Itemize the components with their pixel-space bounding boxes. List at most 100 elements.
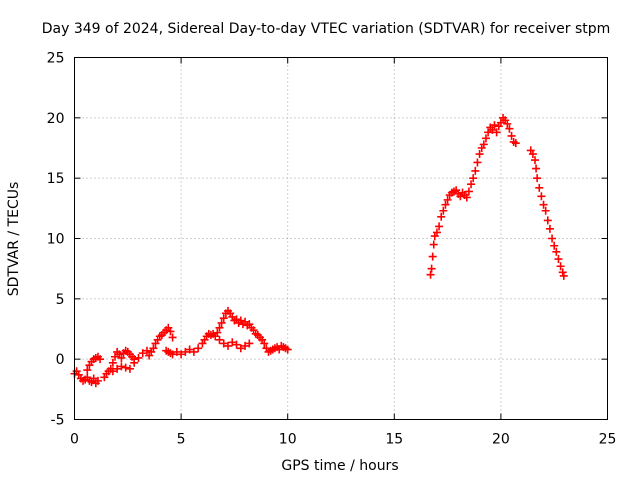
data-point	[215, 323, 224, 332]
x-tick-label: 0	[70, 432, 79, 448]
data-point	[217, 318, 226, 327]
data-point	[117, 362, 126, 371]
x-tick-label: 10	[279, 432, 297, 448]
y-tick-label: 25	[47, 51, 65, 67]
data-point	[439, 206, 448, 215]
data-point	[496, 118, 505, 127]
data-point	[441, 200, 450, 209]
data-point	[185, 345, 194, 354]
data-point	[93, 376, 102, 385]
data-points	[70, 113, 568, 388]
data-point	[558, 268, 567, 277]
data-point	[121, 363, 130, 372]
data-point	[481, 134, 490, 143]
data-point	[89, 374, 98, 383]
data-point	[130, 355, 139, 364]
data-point	[111, 352, 120, 361]
data-point	[552, 247, 561, 256]
x-axis-title: GPS time / hours	[281, 458, 398, 474]
data-point	[134, 353, 143, 362]
data-point	[548, 234, 557, 243]
y-tick-label: -5	[51, 413, 65, 429]
data-point	[138, 349, 147, 358]
data-point	[168, 333, 177, 342]
data-point	[479, 140, 488, 149]
data-point	[429, 240, 438, 249]
data-point	[228, 338, 237, 347]
y-tick-label: 5	[56, 292, 65, 308]
data-point	[469, 174, 478, 183]
data-point	[464, 187, 473, 196]
data-point	[528, 150, 537, 159]
data-point	[503, 119, 512, 128]
data-point	[232, 340, 241, 349]
y-axis-title: SDTVAR / TECUs	[6, 182, 22, 297]
data-point	[426, 270, 435, 279]
data-point	[283, 345, 292, 354]
data-point	[125, 364, 134, 373]
chart-title: Day 349 of 2024, Sidereal Day-to-day VTE…	[42, 21, 611, 37]
data-point	[539, 200, 548, 209]
data-point	[543, 216, 552, 225]
data-point	[511, 139, 520, 148]
y-tick-label: 0	[56, 352, 65, 368]
x-tick-label: 20	[492, 432, 510, 448]
x-tick-label: 15	[385, 432, 403, 448]
data-point	[108, 358, 117, 367]
data-point	[149, 344, 158, 353]
data-point	[83, 366, 92, 375]
data-point	[260, 339, 269, 348]
data-point	[189, 347, 198, 356]
data-point	[427, 264, 436, 273]
data-point	[181, 347, 190, 356]
data-point	[236, 344, 245, 353]
data-point	[490, 121, 499, 130]
y-tick-label: 20	[47, 111, 65, 127]
data-point	[492, 128, 501, 137]
data-point	[219, 314, 228, 323]
data-point	[224, 341, 233, 350]
data-point	[142, 346, 151, 355]
y-tick-label: 10	[47, 232, 65, 248]
data-point	[505, 124, 514, 133]
data-point	[545, 224, 554, 233]
axis-ticks: 0 5 10 15 20 25 -5 0 5 10 15 20 25	[47, 51, 617, 448]
data-point	[435, 222, 444, 231]
data-point	[245, 339, 254, 348]
data-point	[462, 193, 471, 202]
data-point	[177, 350, 186, 359]
data-point	[437, 212, 446, 221]
grid	[74, 57, 608, 420]
y-tick-label: 15	[47, 171, 65, 187]
data-point	[475, 150, 484, 159]
data-point	[471, 166, 480, 175]
data-point	[532, 164, 541, 173]
data-point	[507, 131, 516, 140]
data-point	[241, 341, 250, 350]
data-point	[215, 335, 224, 344]
data-point	[535, 183, 544, 192]
data-point	[533, 174, 542, 183]
data-point	[556, 262, 565, 271]
x-tick-label: 5	[177, 432, 186, 448]
data-point	[166, 327, 175, 336]
data-point	[443, 195, 452, 204]
data-point	[96, 355, 105, 364]
data-point	[219, 339, 228, 348]
x-tick-label: 25	[599, 432, 617, 448]
data-point	[168, 350, 177, 359]
data-point	[432, 228, 441, 237]
data-point	[550, 241, 559, 250]
data-point	[559, 271, 568, 280]
data-point	[488, 125, 497, 134]
plot-frame	[74, 57, 608, 420]
data-point	[213, 328, 222, 337]
data-point	[108, 367, 117, 376]
data-point	[194, 344, 203, 353]
data-point	[113, 364, 122, 373]
data-point	[531, 156, 540, 165]
data-point	[554, 255, 563, 264]
data-point	[467, 180, 476, 189]
data-point	[428, 252, 437, 261]
data-point	[473, 158, 482, 167]
